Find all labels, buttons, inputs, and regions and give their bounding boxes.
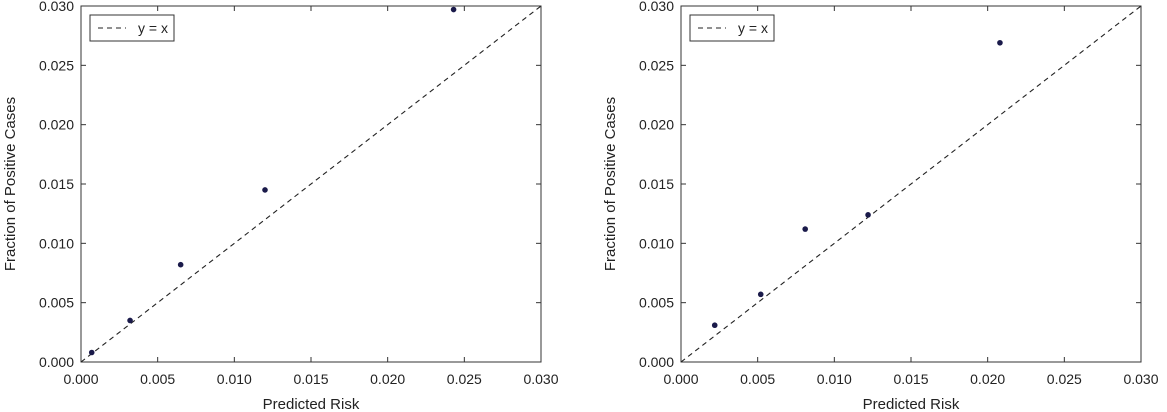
- y-tick-label: 0.010: [639, 235, 674, 251]
- y-tick-label: 0.020: [39, 117, 74, 133]
- y-tick-label: 0.020: [639, 117, 674, 133]
- x-tick-label: 0.030: [1123, 371, 1158, 387]
- data-point: [450, 6, 457, 13]
- y-tick-label: 0.015: [639, 176, 674, 192]
- x-tick-label: 0.010: [217, 371, 252, 387]
- x-tick-label: 0.010: [817, 371, 852, 387]
- x-tick-label: 0.030: [523, 371, 558, 387]
- x-tick-label: 0.000: [63, 371, 98, 387]
- y-tick-label: 0.030: [639, 0, 674, 14]
- x-tick-label: 0.020: [970, 371, 1005, 387]
- x-tick-label: 0.020: [370, 371, 405, 387]
- legend-label: y = x: [738, 20, 768, 36]
- y-tick-label: 0.000: [639, 354, 674, 370]
- y-tick-label: 0.005: [639, 295, 674, 311]
- x-tick-label: 0.025: [1047, 371, 1082, 387]
- data-point: [711, 322, 718, 329]
- x-tick-label: 0.015: [293, 371, 328, 387]
- data-point: [865, 212, 871, 218]
- y-axis-title: Fraction of Positive Cases: [602, 97, 619, 271]
- y-tick-label: 0.030: [39, 0, 74, 14]
- data-point: [757, 291, 764, 298]
- y-tick-label: 0.000: [39, 354, 74, 370]
- x-axis-title: Predicted Risk: [263, 396, 360, 412]
- legend-label: y = x: [138, 20, 168, 36]
- legend: y = x: [89, 14, 175, 42]
- reference-line-y-equals-x: [680, 5, 1142, 363]
- y-tick-label: 0.005: [39, 295, 74, 311]
- x-tick-label: 0.000: [663, 371, 698, 387]
- y-axis-title: Fraction of Positive Cases: [2, 97, 19, 271]
- x-tick-label: 0.025: [447, 371, 482, 387]
- legend-box: [689, 14, 775, 42]
- data-point: [177, 261, 184, 268]
- chart-panel-1: 0.000 0.005 0.010 0.015 0.020 0.025 0.030 0.000…: [2, 0, 559, 412]
- legend-box: [89, 14, 175, 42]
- reference-line-y-equals-x: [80, 5, 542, 363]
- x-axis-title: Predicted Risk: [863, 396, 960, 412]
- chart-panel-2: 0.000 0.005 0.010 0.015 0.020 0.025 0.030 0.000…: [602, 0, 1159, 412]
- data-point: [127, 317, 133, 324]
- data-point: [88, 349, 95, 356]
- y-tick-label: 0.025: [639, 57, 674, 73]
- data-point: [262, 187, 268, 193]
- y-tick-label: 0.010: [39, 235, 74, 251]
- x-tick-label: 0.005: [140, 371, 175, 387]
- y-tick-label: 0.025: [39, 57, 74, 73]
- data-point: [997, 39, 1003, 46]
- y-tick-label: 0.015: [39, 176, 74, 192]
- data-point: [802, 226, 808, 232]
- x-tick-label: 0.015: [893, 371, 928, 387]
- legend: y = x: [689, 14, 775, 42]
- x-tick-label: 0.005: [740, 371, 775, 387]
